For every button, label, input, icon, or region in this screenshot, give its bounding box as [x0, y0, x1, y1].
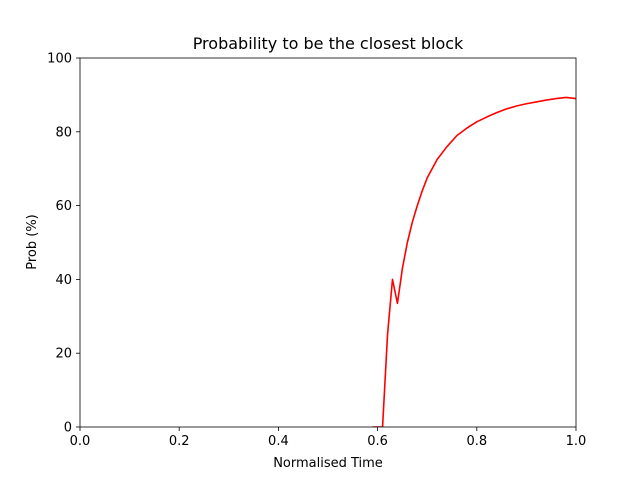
x-tick-label: 0.0 [70, 434, 91, 449]
x-tick-label: 1.0 [566, 434, 587, 449]
axes-frame [79, 57, 577, 428]
x-tick-label: 0.6 [367, 434, 388, 449]
chart-title: Probability to be the closest block [193, 34, 464, 53]
plot-background [80, 58, 576, 427]
plot-area: 0.0 0.2 0.4 0.6 0.8 1.0 0 20 40 60 80 100 [47, 52, 586, 450]
y-tick-label: 20 [55, 347, 72, 362]
y-tick-label: 60 [55, 199, 72, 214]
y-tick-label: 0 [64, 421, 72, 436]
x-tick-label: 0.8 [466, 434, 487, 449]
x-tick-label: 0.4 [268, 434, 289, 449]
y-axis-label: Prob (%) [25, 214, 40, 270]
y-tick-label: 40 [55, 273, 72, 288]
series-line-0 [372, 96, 576, 427]
x-axis-label: Normalised Time [273, 456, 383, 471]
y-tick-label: 100 [47, 52, 72, 67]
x-tick-label: 0.2 [169, 434, 190, 449]
y-tick-label: 80 [55, 125, 72, 140]
